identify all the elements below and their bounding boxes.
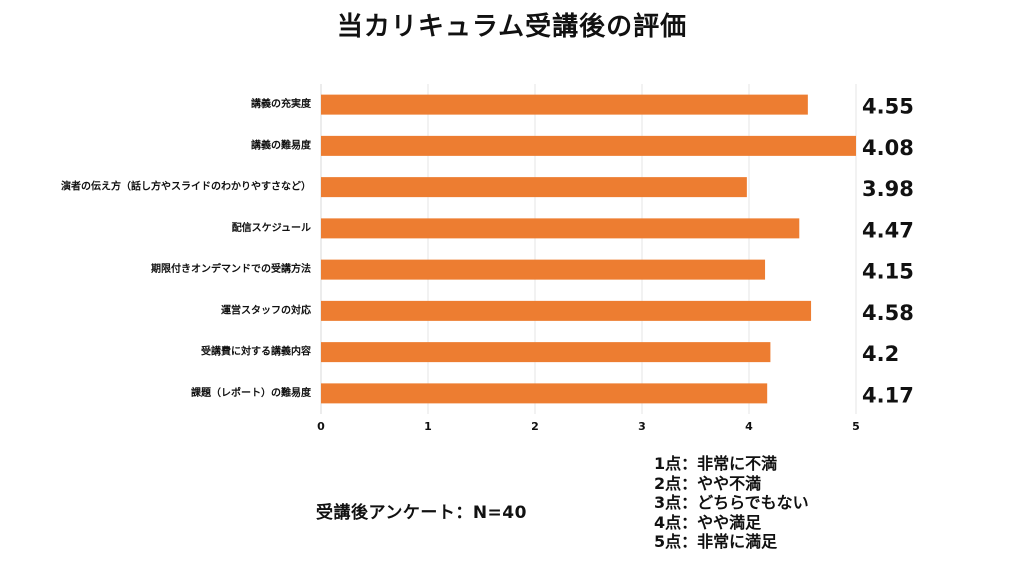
x-tick-label: 4	[745, 420, 753, 433]
scale-item: 5点：非常に満足	[654, 532, 778, 551]
value-label: 4.08	[862, 136, 914, 160]
survey-note: 受講後アンケート：N=40	[316, 503, 527, 523]
category-label: 配信スケジュール	[232, 221, 311, 234]
category-label: 期限付きオンデマンドでの受講方法	[151, 262, 311, 275]
rating-scale-legend: 1点：非常に不満 2点：やや不満 3点：どちらでもない 4点：やや満足 5点：非…	[654, 454, 809, 552]
value-label: 4.15	[862, 260, 914, 284]
label-layer: 0 1 2 3 4 5 講義の充実度 4.55 講義の難易度 4.08 演者の伝え方（話し方やスライ…	[61, 95, 914, 433]
chart-title: 当カリキュラム受講後の評価	[336, 12, 688, 42]
value-label: 4.2	[862, 342, 899, 366]
value-label: 4.55	[862, 95, 914, 119]
scale-item: 1点：非常に不満	[654, 454, 778, 473]
bar	[321, 135, 856, 156]
bar	[321, 177, 747, 198]
bar	[321, 383, 768, 404]
x-tick-label: 3	[638, 420, 646, 433]
category-label: 課題（レポート）の難易度	[191, 386, 312, 399]
bar	[321, 218, 800, 239]
x-tick-label: 1	[424, 420, 432, 433]
grid-layer	[320, 84, 857, 414]
scale-item: 2点：やや不満	[654, 473, 762, 493]
x-tick-label: 2	[531, 420, 539, 433]
category-label: 講義の難易度	[251, 138, 312, 151]
category-label: 演者の伝え方（話し方やスライドのわかりやすさなど）	[61, 180, 311, 193]
scale-item: 3点：どちらでもない	[654, 493, 809, 512]
x-tick-label: 5	[852, 420, 860, 433]
bar	[321, 300, 812, 321]
scale-item: 4点：やや満足	[654, 512, 762, 532]
value-label: 3.98	[862, 177, 914, 201]
category-label: 受講費に対する講義内容	[201, 345, 311, 358]
category-label: 講義の充実度	[251, 97, 312, 110]
value-label: 4.47	[862, 218, 914, 242]
bar	[321, 259, 766, 280]
bar-layer	[321, 94, 856, 404]
value-label: 4.17	[862, 383, 914, 407]
bar	[321, 342, 771, 363]
value-label: 4.58	[862, 301, 914, 325]
bar	[321, 94, 808, 115]
x-tick-label: 0	[317, 420, 325, 433]
category-label: 運営スタッフの対応	[221, 303, 311, 316]
